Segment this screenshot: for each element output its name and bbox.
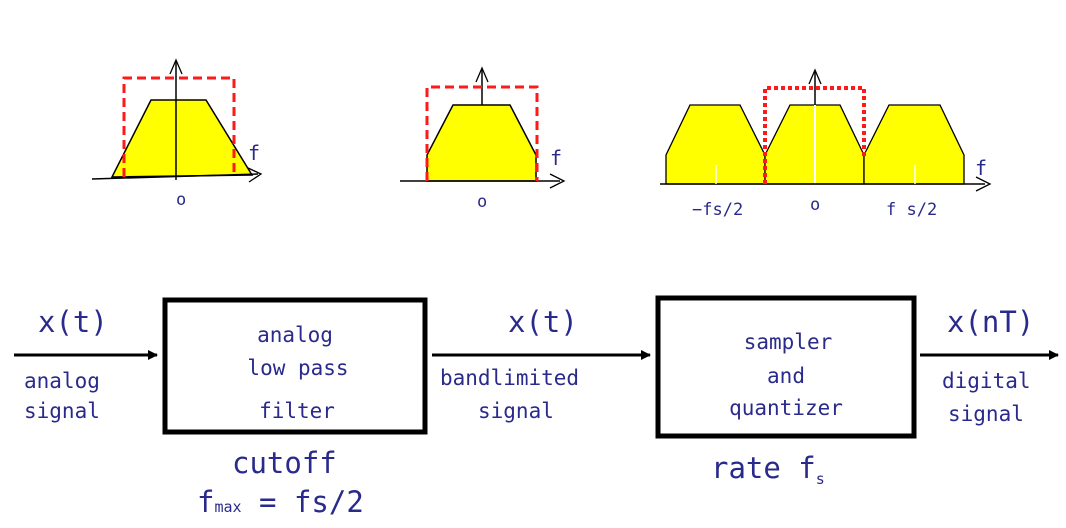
spectrum-3-origin-label: o (810, 195, 820, 215)
input-desc-line2: signal (24, 399, 100, 423)
filter-cutoff-formula: fmax = fs/2 (197, 485, 364, 519)
spectrum-3-neg-half-rate-label: −fs/2 (692, 200, 743, 220)
middle-signal-label: x(t) (508, 305, 578, 339)
block-diagram: x(t) analog signal analog low pass filte… (14, 295, 1059, 519)
filter-label-line1: analog (257, 323, 333, 347)
spectrum-2-fill (426, 104, 537, 182)
spectrum-2-origin-label: o (477, 192, 487, 212)
rate-text: rate f (711, 451, 816, 485)
cutoff-f: f (197, 485, 214, 519)
spectrum-2-axis-label: f (550, 146, 562, 170)
spectrum-plot-2: f o (400, 66, 566, 212)
spectrum-plot-3: f o −fs/2 f s/2 (660, 68, 992, 220)
sampler-rate-label: rate fs (711, 451, 825, 488)
spectrum-3-pos-half-rate-label: f s/2 (886, 200, 937, 220)
input-signal-label: x(t) (38, 305, 108, 339)
spectrum-plot-1: f o (91, 58, 263, 210)
spectrum-1-axis-label: f (248, 141, 260, 165)
spectrum-3-horizontal-arrowhead (975, 176, 992, 192)
cutoff-max-subscript: max (214, 498, 241, 516)
spectrum-1-horizontal-arrowhead (247, 167, 263, 183)
lowpass-filter-block (162, 297, 428, 435)
spectrum-1-vertical-arrowhead (169, 58, 183, 75)
output-desc-line1: digital (942, 369, 1031, 393)
cutoff-equals: = fs/2 (242, 485, 364, 519)
spectrum-1-fill (110, 99, 254, 178)
sampler-quantizer-block (655, 295, 917, 439)
spectrum-3-right-replica (863, 104, 965, 185)
sampler-label-line2: and (767, 364, 805, 388)
middle-desc-line2: signal (478, 399, 554, 423)
output-desc-line2: signal (948, 402, 1024, 426)
spectrum-2-vertical-arrowhead (475, 66, 489, 83)
input-desc-line1: analog (24, 369, 100, 393)
output-signal-label: x(nT) (947, 305, 1034, 339)
spectrum-2-horizontal-arrowhead (549, 173, 566, 189)
spectrum-3-vertical-arrowhead (808, 68, 822, 85)
spectrum-3-axis-label: f (975, 156, 987, 180)
spectrum-1-horizontal-axis (91, 173, 259, 180)
filter-label-line3: filter (259, 399, 335, 423)
middle-desc-line1: bandlimited (440, 366, 579, 390)
sampler-label-line1: sampler (744, 330, 833, 354)
sampler-label-line3: quantizer (729, 396, 843, 420)
spectrum-1-ideal-filter (122, 76, 236, 177)
filter-label-line2: low pass (247, 356, 348, 380)
spectrum-1-origin-label: o (176, 190, 186, 210)
filter-cutoff-label: cutoff (232, 446, 337, 480)
rate-subscript: s (816, 470, 825, 488)
spectrum-2-ideal-filter (425, 85, 539, 181)
